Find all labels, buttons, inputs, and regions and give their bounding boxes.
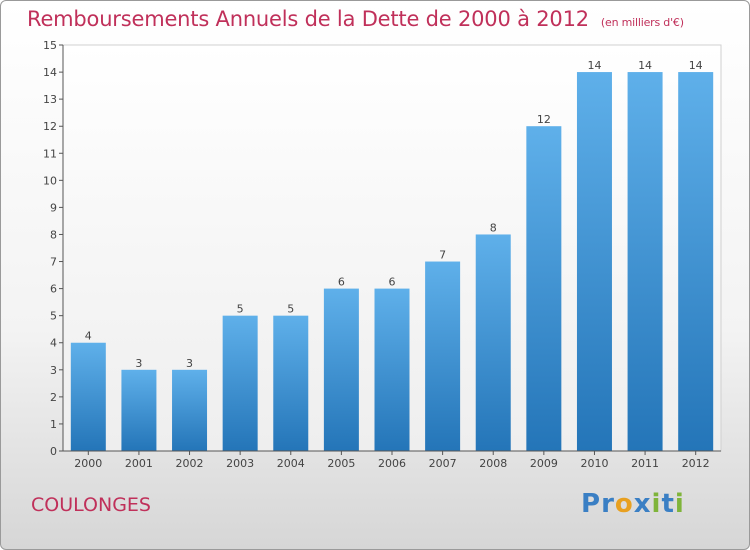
bar-value-label: 3 <box>186 357 193 370</box>
x-tick-label: 2011 <box>631 457 659 470</box>
y-tick-label: 12 <box>43 120 57 133</box>
x-tick-label: 2010 <box>580 457 608 470</box>
y-tick-label: 15 <box>43 39 57 52</box>
bar-value-label: 12 <box>537 113 551 126</box>
logo-letter: t <box>661 489 675 519</box>
bar-value-label: 4 <box>85 330 92 343</box>
y-tick-label: 8 <box>50 228 57 241</box>
bar <box>576 72 612 452</box>
y-tick-label: 7 <box>50 256 57 269</box>
x-tick-label: 2012 <box>682 457 710 470</box>
proxiti-logo[interactable]: Proxiti <box>581 489 685 519</box>
bar <box>70 342 106 451</box>
y-tick-label: 9 <box>50 201 57 214</box>
logo-letter: x <box>633 489 652 519</box>
y-tick-label: 14 <box>43 66 57 79</box>
y-tick-label: 6 <box>50 283 57 296</box>
x-tick-label: 2006 <box>378 457 406 470</box>
bar <box>425 261 461 451</box>
logo-letter: i <box>674 489 685 519</box>
x-tick-label: 2004 <box>277 457 305 470</box>
bar <box>273 315 309 451</box>
x-tick-label: 2000 <box>74 457 102 470</box>
bar <box>172 369 208 451</box>
y-tick-label: 5 <box>50 310 57 323</box>
x-tick-label: 2008 <box>479 457 507 470</box>
bar-value-label: 6 <box>389 276 396 289</box>
logo-letter: r <box>601 489 615 519</box>
commune-name: COULONGES <box>31 494 151 516</box>
bar-value-label: 5 <box>287 303 294 316</box>
y-tick-label: 4 <box>50 337 57 350</box>
y-tick-label: 10 <box>43 174 57 187</box>
x-tick-label: 2007 <box>429 457 457 470</box>
bar <box>678 72 714 452</box>
logo-letter: P <box>581 489 602 519</box>
y-tick-label: 13 <box>43 93 57 106</box>
logo-letter: o <box>614 489 634 519</box>
bar-value-label: 14 <box>638 59 652 72</box>
y-tick-label: 11 <box>43 147 57 160</box>
bar <box>627 72 663 452</box>
y-tick-label: 2 <box>50 391 57 404</box>
x-tick-label: 2002 <box>176 457 204 470</box>
bar-value-label: 14 <box>689 59 703 72</box>
bar-value-label: 5 <box>237 303 244 316</box>
bar-value-label: 7 <box>439 249 446 262</box>
bar <box>374 288 410 451</box>
title-text: Remboursements Annuels de la Dette de 20… <box>27 7 589 31</box>
y-tick-label: 1 <box>50 418 57 431</box>
x-tick-label: 2009 <box>530 457 558 470</box>
x-tick-label: 2001 <box>125 457 153 470</box>
y-tick-label: 3 <box>50 364 57 377</box>
bar-value-label: 8 <box>490 221 497 234</box>
bar <box>323 288 359 451</box>
bar-value-label: 6 <box>338 276 345 289</box>
bar-value-label: 14 <box>587 59 601 72</box>
bar <box>475 234 511 451</box>
logo-letter: i <box>651 489 662 519</box>
bar <box>526 126 562 451</box>
bar <box>222 315 258 451</box>
unit-label: (en milliers d'€) <box>600 16 684 29</box>
bar <box>121 369 157 451</box>
x-tick-label: 2005 <box>327 457 355 470</box>
bar-value-label: 3 <box>135 357 142 370</box>
chart-title: Remboursements Annuels de la Dette de 20… <box>27 7 684 31</box>
x-tick-label: 2003 <box>226 457 254 470</box>
y-tick-label: 0 <box>50 445 57 458</box>
